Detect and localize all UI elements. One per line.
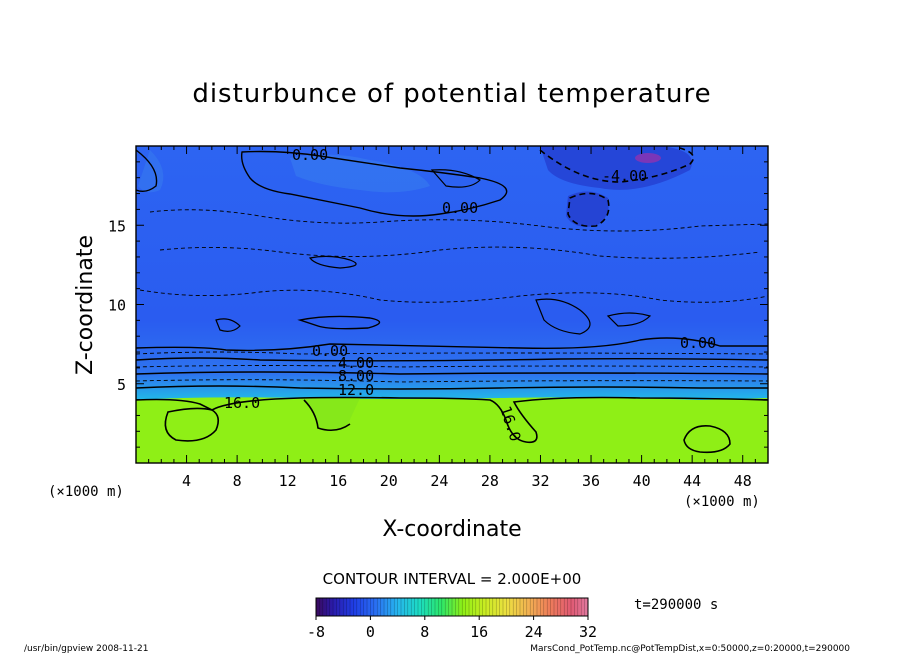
contour-16-dip (303, 399, 351, 432)
x-unit-right: (×1000 m) (684, 494, 760, 510)
green-dip (300, 398, 360, 431)
contour-0-upper-5 (215, 318, 241, 332)
x-tick-label: 32 (531, 472, 549, 490)
contour-label: 0.00 (312, 342, 348, 360)
contour-6 (136, 365, 768, 368)
y-tick-label: 10 (108, 297, 126, 315)
x-tick-label: 12 (279, 472, 297, 490)
contour-lines (136, 147, 768, 454)
contour-0-upper-2 (240, 150, 508, 217)
plot-area (136, 146, 768, 463)
colorbar-tick-label: 0 (366, 623, 375, 641)
x-tick-label: 20 (380, 472, 398, 490)
minimum-cell (635, 153, 661, 163)
contour-interval: CONTOUR INTERVAL = 2.000E+00 (323, 570, 582, 588)
x-tick-label: 4 (182, 472, 191, 490)
x-tick-label: 8 (233, 472, 242, 490)
contour-8 (136, 371, 768, 375)
footer-left: /usr/bin/gpview 2008-11-21 (24, 644, 148, 654)
y-axis: 5 10 15 (108, 161, 768, 448)
contour-neg4-2 (567, 192, 610, 228)
y-axis-label: Z-coordinate (73, 235, 98, 375)
contour-neg2-3 (159, 246, 761, 259)
contour-label: 8.00 (338, 367, 374, 385)
x-tick-label: 36 (582, 472, 600, 490)
colorbar-tick-label: 16 (470, 623, 488, 641)
colorbar-ticks: -8 0 8 16 24 32 (307, 616, 597, 641)
contour-0-upper-3 (297, 315, 381, 330)
x-axis: 4 8 12 16 20 24 28 32 36 40 44 48 (148, 146, 756, 490)
contour-10 (136, 379, 768, 383)
contour-16-cell-left (164, 407, 220, 442)
colorbar-tick-label: -8 (307, 623, 325, 641)
contour-label: 12.0 (338, 381, 374, 399)
chart-title: disturbunce of potential temperature (192, 79, 711, 109)
contour-label: 0.00 (442, 199, 478, 217)
contour-neg4 (539, 147, 695, 183)
colorbar: -8 0 8 16 24 32 (307, 597, 597, 641)
contour-0 (136, 337, 768, 352)
colorbar-stripes (319, 598, 585, 616)
green-layer (136, 397, 768, 463)
x-axis-label: X-coordinate (382, 517, 521, 542)
negative-region-2 (566, 191, 609, 227)
colorbar-tick-label: 8 (420, 623, 429, 641)
contour-16 (136, 396, 768, 444)
y-tick-label: 5 (117, 376, 126, 394)
contour-label: 0.00 (292, 146, 328, 164)
contour-4 (136, 357, 768, 362)
colorbar-tick-label: 32 (579, 623, 597, 641)
contour-12 (136, 385, 768, 390)
contour-0-upper-7 (606, 312, 652, 327)
positive-region (290, 154, 430, 193)
contour-0-upper-6 (535, 298, 591, 335)
x-unit-left: (×1000 m) (48, 484, 124, 500)
y-tick-label: 15 (108, 217, 126, 235)
x-tick-label: 24 (430, 472, 448, 490)
colorbar-tick-label: 24 (525, 623, 543, 641)
x-tick-label: 16 (329, 472, 347, 490)
contour-label: 4.00 (338, 354, 374, 372)
contour-labels: 0.00 0.00 0.00 0.00 -4.00 4.00 8.00 12.0… (224, 146, 716, 444)
contour-16-cell-right (683, 424, 731, 454)
contour-0-upper-8 (430, 169, 481, 188)
contour-2 (136, 351, 768, 355)
contour-label: 0.00 (680, 334, 716, 352)
x-tick-label: 48 (734, 472, 752, 490)
x-tick-label: 28 (481, 472, 499, 490)
contour-neg2-2 (139, 289, 768, 303)
contour-label: 16.0 (224, 394, 260, 412)
contour-label: -4.00 (602, 167, 647, 185)
footer-right: MarsCond_PotTemp.nc@PotTempDist,x=0:5000… (530, 644, 850, 654)
contour-0-upper (136, 149, 158, 193)
x-tick-label: 40 (633, 472, 651, 490)
x-tick-label: 44 (683, 472, 701, 490)
time-label: t=290000 s (634, 597, 718, 613)
